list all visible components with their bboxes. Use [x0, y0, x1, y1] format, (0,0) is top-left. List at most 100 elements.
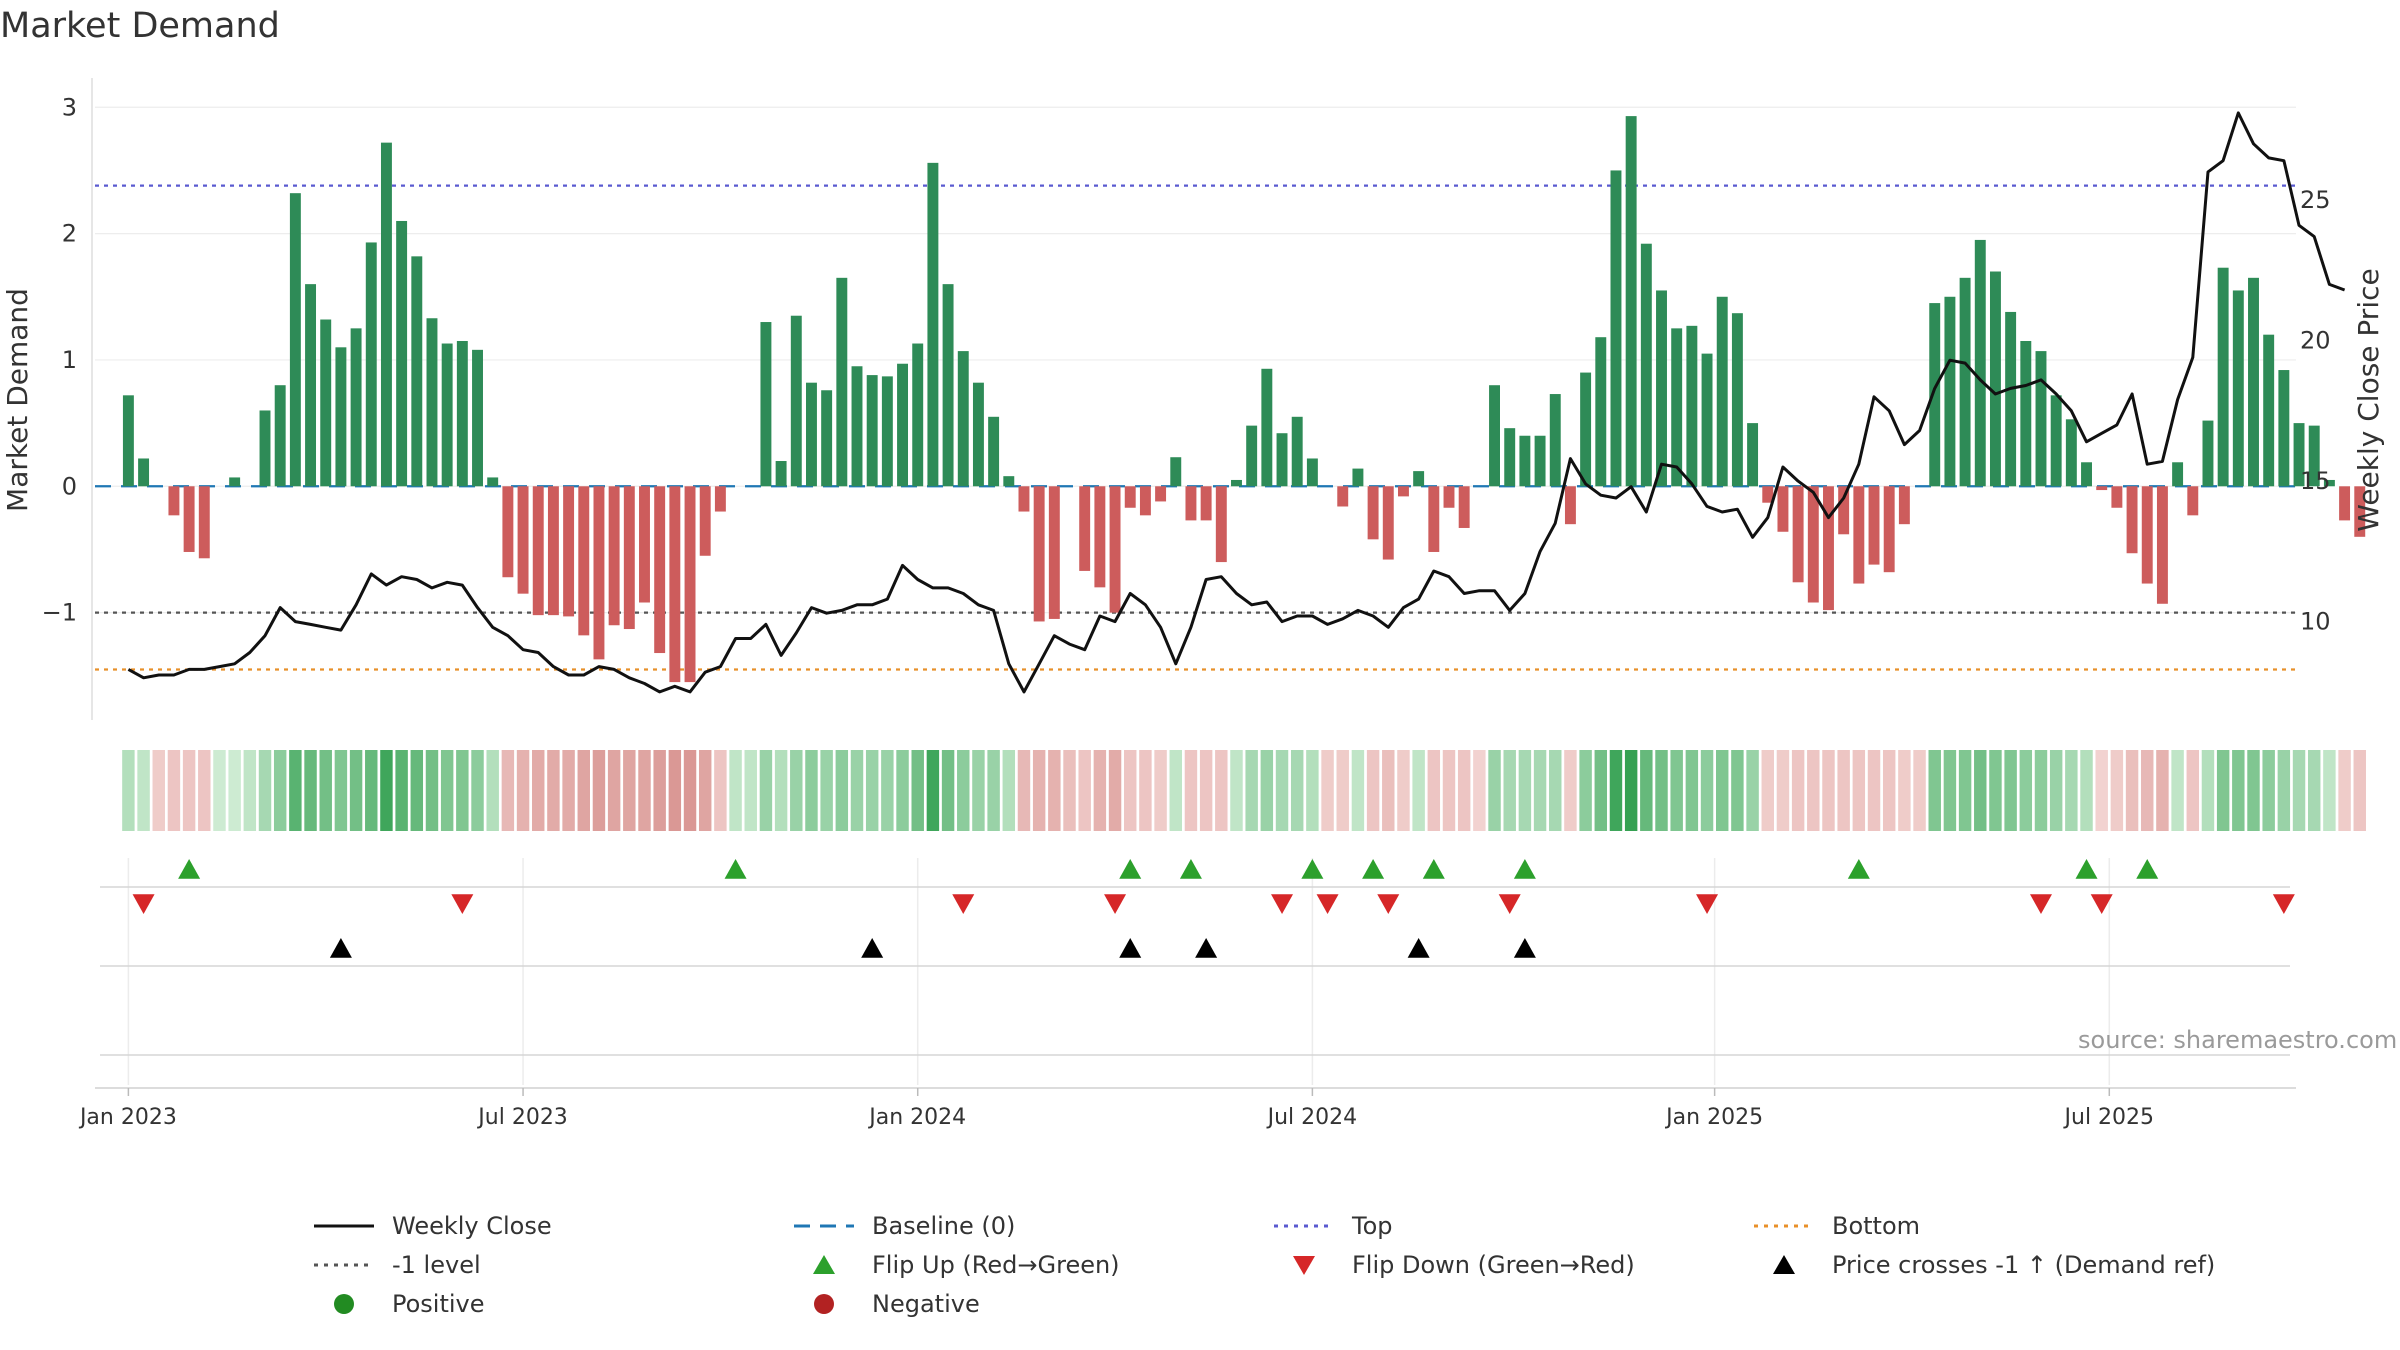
demand-bar: [1580, 372, 1592, 487]
regime-cell: [1958, 750, 1972, 831]
regime-cell: [137, 750, 150, 831]
legend-triangle-up-icon: [813, 1255, 835, 1274]
flip-down-marker: [1316, 894, 1339, 914]
demand-bar: [1716, 296, 1728, 487]
demand-bar: [1610, 170, 1622, 487]
legend-item-bottom: Bottom: [1752, 1212, 1920, 1240]
flip-up-marker: [1513, 859, 1536, 879]
demand-bar: [168, 486, 180, 516]
demand-bar: [1109, 486, 1121, 613]
demand-bar: [1306, 458, 1318, 487]
regime-cell: [1473, 750, 1486, 831]
legend-dashed-line-icon: [794, 1224, 854, 1228]
regime-cell: [2065, 750, 2078, 831]
legend-dotted-line-icon: [1274, 1224, 1334, 1228]
regime-cell: [198, 750, 211, 831]
legend-label: -1 level: [392, 1251, 481, 1279]
regime-cell: [1731, 750, 1744, 831]
demand-bar: [502, 486, 514, 578]
regime-cell: [653, 750, 666, 831]
regime-cell: [1457, 750, 1471, 831]
regime-cell: [2171, 750, 2184, 831]
price-cross-marker: [1195, 938, 1218, 958]
regime-cell: [941, 750, 955, 831]
demand-bar: [2187, 486, 2199, 516]
demand-bar: [1489, 385, 1500, 487]
demand-bar: [1443, 486, 1455, 508]
demand-bar: [608, 486, 620, 626]
regime-cell: [2186, 750, 2200, 831]
demand-bar: [1079, 486, 1091, 571]
demand-bar: [1989, 271, 2001, 487]
demand-bar: [122, 395, 134, 487]
demand-bar: [1504, 428, 1516, 487]
flip-up-marker: [1179, 859, 1202, 879]
demand-bar: [1838, 486, 1850, 535]
regime-cell: [243, 750, 257, 831]
regime-cell: [2019, 750, 2033, 831]
regime-cell: [1124, 750, 1137, 831]
demand-bar: [320, 319, 332, 487]
legend-item-positive: Positive: [312, 1290, 485, 1318]
regime-cell: [152, 750, 165, 831]
demand-bar: [350, 328, 362, 487]
regime-cell: [2201, 750, 2215, 831]
demand-bar: [1640, 243, 1652, 487]
regime-cell: [1867, 750, 1881, 831]
regime-cell: [1245, 750, 1258, 831]
demand-bar: [2248, 277, 2259, 487]
demand-bar: [547, 486, 559, 616]
legend-label: Positive: [392, 1290, 485, 1318]
regime-cell: [2353, 750, 2366, 831]
demand-bar: [532, 486, 544, 616]
regime-cell: [2049, 750, 2063, 831]
demand-bar: [2020, 340, 2032, 487]
demand-bar: [851, 366, 863, 487]
legend-item-top: Top: [1272, 1212, 1393, 1240]
flip-down-marker: [952, 894, 975, 914]
demand-bar: [563, 486, 575, 617]
demand-bar: [411, 256, 423, 487]
regime-cell: [1761, 750, 1774, 831]
demand-bar: [2081, 462, 2092, 487]
legend-dotted-line-icon: [314, 1263, 374, 1267]
regime-cell: [228, 750, 241, 831]
demand-bar: [1185, 486, 1197, 521]
demand-bar: [1823, 486, 1834, 611]
regime-cell: [304, 750, 317, 831]
y2-tick-label: 20: [2300, 327, 2331, 355]
demand-bar: [1762, 486, 1774, 503]
regime-cell: [2110, 750, 2124, 831]
y2-tick-label: 15: [2300, 467, 2331, 495]
regime-cell: [638, 750, 651, 831]
x-tick-label: Jan 2024: [867, 1105, 966, 1130]
demand-bar: [2050, 395, 2062, 487]
demand-bar: [2308, 425, 2320, 487]
demand-bar: [821, 390, 833, 487]
demand-bar: [380, 142, 392, 487]
legend-item-flip-up: Flip Up (Red→Green): [792, 1251, 1120, 1279]
demand-bar: [714, 486, 726, 512]
demand-bar: [517, 486, 529, 594]
regime-cell: [759, 750, 773, 831]
x-tick-label: Jul 2025: [2063, 1105, 2155, 1130]
demand-bar: [472, 349, 483, 487]
demand-bar: [1246, 425, 1258, 487]
demand-bar: [1337, 486, 1349, 507]
regime-cell: [395, 750, 408, 831]
legend-item-minus1-level: -1 level: [312, 1251, 481, 1279]
demand-bar: [699, 486, 711, 556]
demand-bar: [1382, 486, 1394, 560]
demand-bar: [1291, 416, 1303, 487]
legend-triangle-up-icon: [1773, 1255, 1795, 1274]
regime-cell: [1913, 750, 1926, 831]
price-cross-marker: [329, 938, 352, 958]
y-tick-label: 2: [62, 220, 77, 248]
demand-bar: [1625, 116, 1637, 487]
regime-cell: [1549, 750, 1562, 831]
demand-bar: [2096, 486, 2108, 491]
regime-cell: [1791, 750, 1805, 831]
regime-cell: [273, 750, 287, 831]
legend-label: Flip Down (Green→Red): [1352, 1251, 1635, 1279]
